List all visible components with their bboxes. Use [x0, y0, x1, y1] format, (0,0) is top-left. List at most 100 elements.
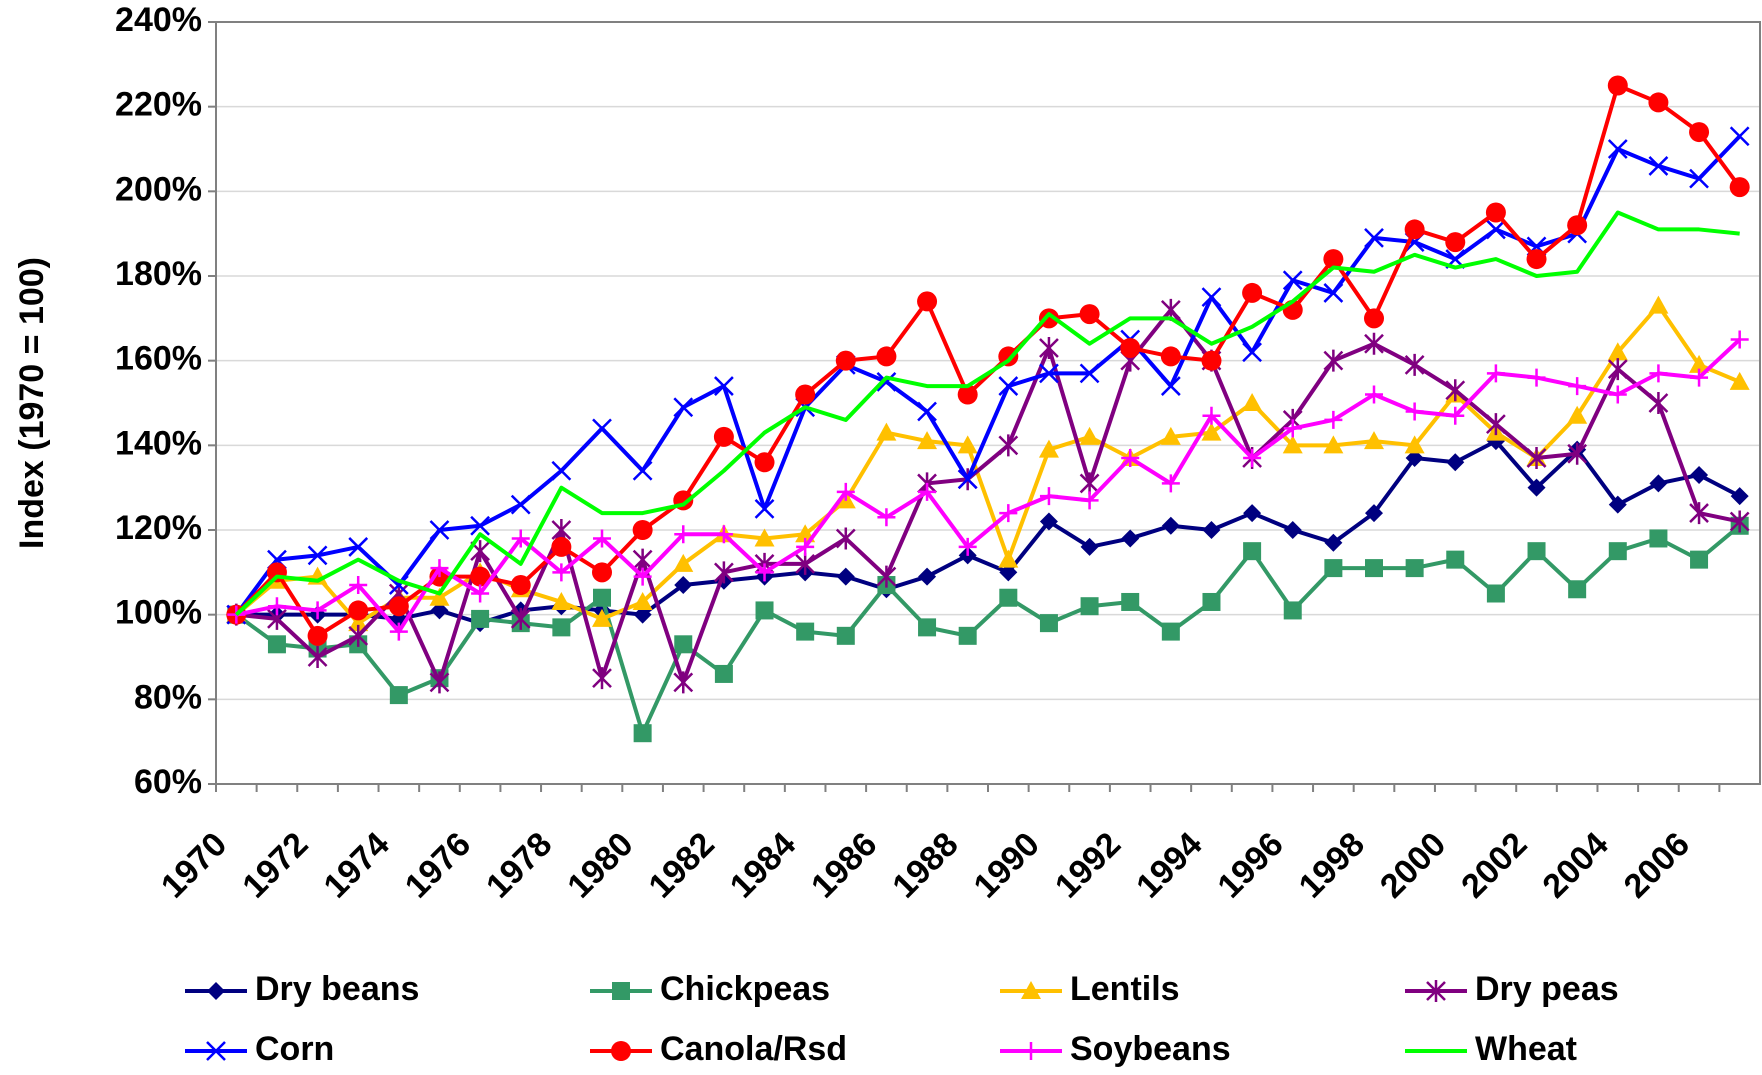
data-point: [1649, 364, 1668, 383]
data-point: [674, 525, 693, 544]
data-point: [1607, 75, 1628, 96]
legend-marker: [611, 1041, 631, 1061]
data-point: [1730, 330, 1749, 349]
data-point: [1242, 282, 1263, 303]
data-point: [1160, 426, 1181, 445]
data-point: [430, 559, 449, 578]
data-point: [796, 622, 815, 641]
legend-marker: [1022, 1042, 1040, 1060]
data-point: [1404, 353, 1425, 376]
x-tick-label: 1992: [1048, 825, 1128, 905]
data-point: [1445, 232, 1466, 253]
data-point: [471, 584, 490, 603]
data-point: [1648, 295, 1669, 314]
data-point: [1038, 439, 1059, 458]
legend-marker: [1426, 980, 1446, 1002]
data-point: [267, 597, 286, 616]
data-point: [1283, 419, 1302, 438]
legend-entry: Chickpeas: [590, 970, 830, 1008]
data-point: [1160, 346, 1181, 367]
data-point: [1567, 442, 1588, 465]
data-point: [1405, 559, 1424, 578]
data-point: [1526, 249, 1547, 270]
data-point: [1080, 491, 1099, 510]
data-point: [1283, 521, 1302, 539]
data-point: [1365, 504, 1383, 523]
data-point: [1648, 392, 1669, 414]
series-line: [235, 524, 1741, 736]
x-tick-label: 2006: [1617, 825, 1697, 905]
data-point: [266, 562, 287, 583]
data-point: [795, 552, 816, 575]
data-point: [429, 671, 450, 694]
data-point: [958, 626, 977, 645]
data-point: [917, 401, 937, 422]
data-point: [958, 537, 977, 556]
data-point: [1689, 168, 1709, 189]
data-point: [552, 563, 571, 582]
data-point: [1607, 342, 1628, 361]
data-point: [1690, 550, 1709, 569]
x-tick-label: 1972: [235, 825, 315, 905]
x-tick-label: 1974: [316, 825, 396, 905]
data-point: [714, 561, 734, 584]
data-point: [998, 346, 1019, 367]
data-point: [592, 667, 612, 690]
data-point: [1446, 550, 1465, 569]
data-point: [1201, 422, 1222, 441]
x-tick-label: 1982: [642, 825, 722, 905]
x-tick-label: 2002: [1454, 825, 1534, 905]
legend-entry: Soybeans: [1000, 1030, 1231, 1068]
data-point: [1120, 337, 1141, 358]
data-point: [1324, 410, 1343, 429]
data-point: [1080, 537, 1099, 556]
data-point: [1729, 177, 1750, 198]
data-point: [551, 460, 572, 481]
legend-entry: Dry peas: [1405, 970, 1619, 1008]
data-point: [1649, 529, 1668, 548]
data-point: [957, 435, 978, 454]
legend-label: Dry beans: [255, 970, 419, 1008]
data-point: [1689, 354, 1710, 373]
data-point: [1446, 406, 1465, 425]
data-point: [308, 601, 327, 620]
y-tick-label: 80%: [134, 678, 202, 716]
data-point: [876, 422, 897, 441]
data-point: [957, 384, 978, 405]
y-tick-label: 200%: [115, 170, 202, 208]
data-point: [1243, 542, 1262, 561]
data-point: [713, 426, 734, 447]
legend-entry: Canola/Rsd: [590, 1030, 847, 1068]
data-point: [673, 553, 694, 572]
x-tick-label: 1980: [560, 825, 640, 905]
data-point: [510, 607, 531, 630]
data-point: [429, 587, 450, 606]
y-tick-label: 100%: [115, 594, 202, 632]
data-point: [673, 397, 694, 418]
data-point: [836, 567, 855, 586]
x-tick-label: 1978: [479, 825, 559, 905]
data-point: [1608, 385, 1627, 404]
data-point: [1039, 363, 1059, 384]
data-point: [1201, 287, 1222, 308]
data-point: [1039, 487, 1058, 506]
data-point: [1365, 559, 1383, 578]
data-point: [632, 548, 653, 571]
data-point: [470, 566, 491, 587]
x-tick-label: 1994: [1129, 825, 1209, 905]
data-point: [917, 291, 938, 312]
data-point: [1648, 156, 1669, 176]
data-point: [307, 625, 328, 646]
data-point: [1364, 308, 1384, 329]
x-tick-label: 1976: [398, 825, 478, 905]
data-point: [1282, 270, 1303, 291]
y-tick-label: 120%: [115, 509, 202, 547]
data-point: [1365, 385, 1383, 404]
data-point: [1405, 449, 1424, 468]
y-axis-label: Index (1970 = 100): [13, 257, 51, 549]
data-point: [1121, 449, 1140, 468]
data-point: [999, 563, 1018, 582]
data-point: [1039, 336, 1059, 359]
data-point: [349, 576, 368, 595]
y-tick-label: 60%: [134, 763, 202, 801]
